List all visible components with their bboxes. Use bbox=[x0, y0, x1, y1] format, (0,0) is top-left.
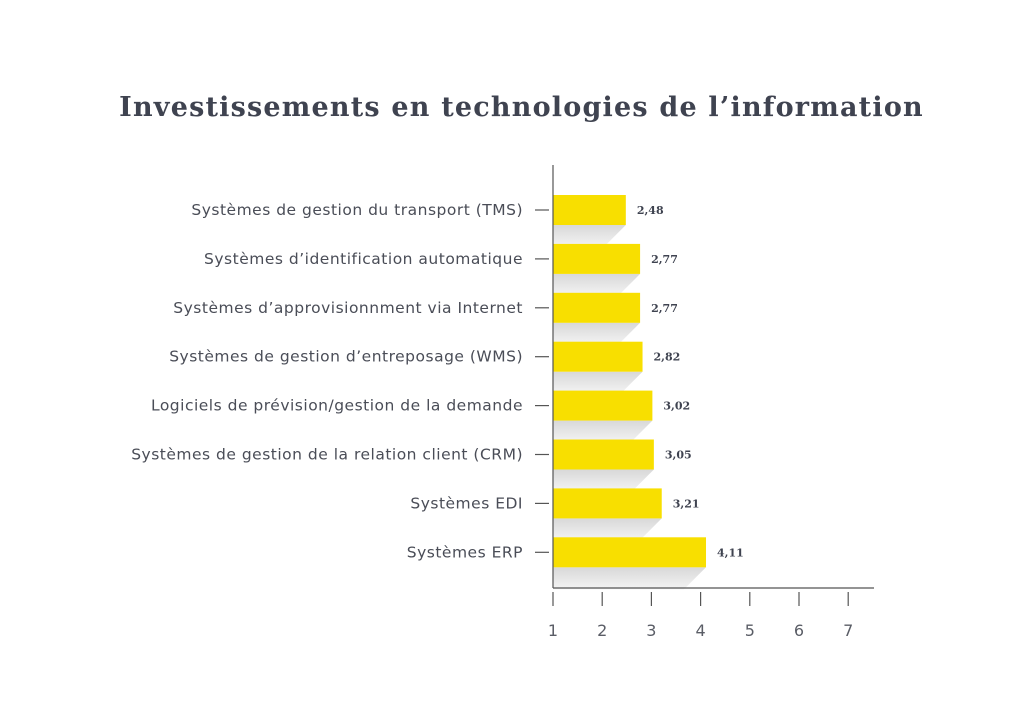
bar-shadow bbox=[553, 225, 626, 247]
x-tick-label: 7 bbox=[843, 621, 853, 640]
category-label: Systèmes de gestion de la relation clien… bbox=[131, 446, 523, 464]
x-tick-label: 6 bbox=[794, 621, 804, 640]
bar-shadow bbox=[553, 420, 653, 443]
bar-shadow bbox=[553, 469, 654, 492]
category-label: Systèmes de gestion du transport (TMS) bbox=[191, 201, 523, 219]
x-tick-label: 4 bbox=[696, 621, 706, 640]
bar-shadow bbox=[553, 371, 643, 394]
bar bbox=[553, 292, 641, 323]
category-label: Systèmes ERP bbox=[407, 543, 523, 561]
value-label: 2,48 bbox=[637, 204, 664, 217]
value-label: 4,11 bbox=[717, 546, 744, 559]
x-tick-label: 2 bbox=[597, 621, 607, 640]
bar bbox=[553, 243, 641, 274]
bar bbox=[553, 439, 654, 470]
value-label: 2,77 bbox=[651, 302, 678, 315]
bar-shadow bbox=[553, 518, 662, 541]
bar-shadow bbox=[553, 567, 707, 590]
category-label: Systèmes de gestion d’entreposage (WMS) bbox=[169, 348, 523, 366]
value-label: 3,02 bbox=[663, 400, 690, 413]
value-label: 3,05 bbox=[665, 449, 692, 462]
category-label: Systèmes d’identification automatique bbox=[204, 250, 523, 268]
bar bbox=[553, 537, 707, 568]
bar bbox=[553, 341, 643, 372]
x-tick-label: 1 bbox=[548, 621, 558, 640]
value-label: 2,77 bbox=[651, 253, 678, 266]
value-label: 3,21 bbox=[673, 497, 700, 510]
bar-shadow bbox=[553, 273, 641, 296]
value-label: 2,82 bbox=[654, 351, 681, 364]
bar bbox=[553, 195, 626, 225]
chart-title: Investissements en technologies de l’inf… bbox=[119, 92, 924, 123]
category-label: Systèmes EDI bbox=[410, 494, 523, 512]
category-label: Logiciels de prévision/gestion de la dem… bbox=[151, 397, 523, 415]
x-tick-label: 5 bbox=[745, 621, 755, 640]
category-label: Systèmes d’approvisionnment via Internet bbox=[173, 299, 523, 317]
bar-shadow bbox=[553, 322, 641, 345]
x-tick-label: 3 bbox=[646, 621, 656, 640]
bar bbox=[553, 390, 653, 421]
bar bbox=[553, 488, 662, 519]
